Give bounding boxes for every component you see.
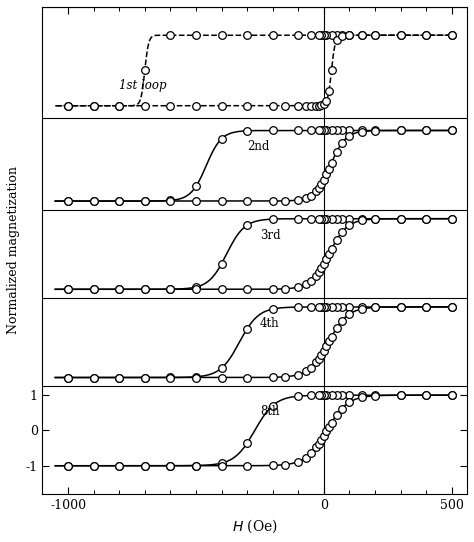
Text: 1st loop: 1st loop <box>119 79 167 92</box>
Text: 8th: 8th <box>260 405 279 418</box>
Text: 3rd: 3rd <box>260 229 281 242</box>
Text: 4th: 4th <box>260 317 280 330</box>
Text: 2nd: 2nd <box>247 140 270 153</box>
X-axis label: $H$ (Oe): $H$ (Oe) <box>232 518 278 535</box>
Y-axis label: Normalized magnetization: Normalized magnetization <box>7 166 20 334</box>
